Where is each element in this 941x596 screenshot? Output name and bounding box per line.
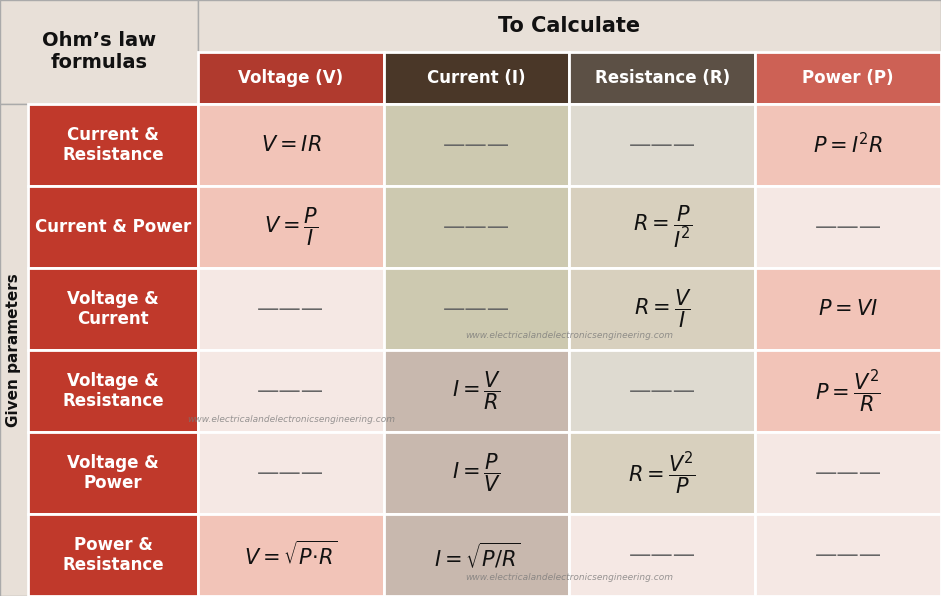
Bar <box>198 268 384 350</box>
Bar <box>28 432 198 514</box>
Bar <box>198 514 384 596</box>
Text: ———: ——— <box>257 381 325 401</box>
Text: $P = \dfrac{V^2}{R}$: $P = \dfrac{V^2}{R}$ <box>815 367 881 415</box>
Text: ———: ——— <box>443 299 510 319</box>
Bar <box>198 52 384 104</box>
Text: Ohm’s law
formulas: Ohm’s law formulas <box>42 32 156 73</box>
Bar <box>384 268 569 350</box>
Text: ———: ——— <box>257 299 325 319</box>
Bar <box>384 514 569 596</box>
Text: $V = IR$: $V = IR$ <box>261 135 321 155</box>
Text: $I = \dfrac{P}{V}$: $I = \dfrac{P}{V}$ <box>452 452 502 494</box>
Bar <box>28 186 198 268</box>
Text: www.electricalandelectronicsengineering.com: www.electricalandelectronicsengineering.… <box>466 573 674 582</box>
Text: $R = \dfrac{V^2}{P}$: $R = \dfrac{V^2}{P}$ <box>629 449 696 497</box>
Bar <box>384 186 569 268</box>
Text: ———: ——— <box>629 545 696 565</box>
Bar <box>0 104 28 596</box>
Bar <box>198 104 384 186</box>
Text: ———: ——— <box>629 381 696 401</box>
Text: Current &
Resistance: Current & Resistance <box>62 126 164 164</box>
Bar <box>384 350 569 432</box>
Bar <box>756 52 941 104</box>
Bar <box>756 268 941 350</box>
Bar <box>0 0 198 104</box>
Text: $I = \dfrac{V}{R}$: $I = \dfrac{V}{R}$ <box>452 370 502 412</box>
Text: Given parameters: Given parameters <box>7 273 22 427</box>
Bar <box>384 104 569 186</box>
Bar <box>384 52 569 104</box>
Text: Voltage &
Resistance: Voltage & Resistance <box>62 371 164 411</box>
Text: www.electricalandelectronicsengineering.com: www.electricalandelectronicsengineering.… <box>187 415 395 424</box>
Bar <box>569 52 756 104</box>
Text: $R = \dfrac{V}{I}$: $R = \dfrac{V}{I}$ <box>633 288 692 330</box>
Text: Power &
Resistance: Power & Resistance <box>62 536 164 575</box>
Bar <box>569 514 756 596</box>
Text: ———: ——— <box>815 217 882 237</box>
Bar <box>756 104 941 186</box>
Bar <box>198 0 941 52</box>
Bar <box>28 268 198 350</box>
Text: Voltage &
Current: Voltage & Current <box>67 290 159 328</box>
Text: ———: ——— <box>815 545 882 565</box>
Text: Resistance (R): Resistance (R) <box>595 69 730 87</box>
Text: $R = \dfrac{P}{I^2}$: $R = \dfrac{P}{I^2}$ <box>632 204 693 250</box>
Bar <box>198 186 384 268</box>
Bar <box>28 514 198 596</box>
Text: ———: ——— <box>443 135 510 155</box>
Bar <box>384 432 569 514</box>
Bar <box>569 104 756 186</box>
Bar <box>569 350 756 432</box>
Bar <box>28 104 198 186</box>
Bar <box>569 268 756 350</box>
Text: Current & Power: Current & Power <box>35 218 191 236</box>
Bar <box>569 432 756 514</box>
Bar <box>198 432 384 514</box>
Text: To Calculate: To Calculate <box>499 16 641 36</box>
Text: $P = VI$: $P = VI$ <box>818 299 878 319</box>
Bar <box>198 350 384 432</box>
Bar <box>756 350 941 432</box>
Text: $I = \sqrt{P/R}$: $I = \sqrt{P/R}$ <box>434 540 519 570</box>
Text: Voltage (V): Voltage (V) <box>238 69 343 87</box>
Text: ———: ——— <box>629 135 696 155</box>
Bar <box>569 186 756 268</box>
Text: Voltage &
Power: Voltage & Power <box>67 454 159 492</box>
Text: ———: ——— <box>815 463 882 483</box>
Bar <box>28 350 198 432</box>
Text: Power (P): Power (P) <box>803 69 894 87</box>
Text: ———: ——— <box>443 217 510 237</box>
Bar <box>756 514 941 596</box>
Text: $V = \sqrt{P{\cdot}R}$: $V = \sqrt{P{\cdot}R}$ <box>245 541 338 569</box>
Text: ———: ——— <box>257 463 325 483</box>
Bar <box>756 432 941 514</box>
Bar <box>756 186 941 268</box>
Text: $P = I^2R$: $P = I^2R$ <box>813 132 884 157</box>
Text: $V = \dfrac{P}{I}$: $V = \dfrac{P}{I}$ <box>263 206 318 249</box>
Text: Current (I): Current (I) <box>427 69 526 87</box>
Text: www.electricalandelectronicsengineering.com: www.electricalandelectronicsengineering.… <box>466 331 674 340</box>
